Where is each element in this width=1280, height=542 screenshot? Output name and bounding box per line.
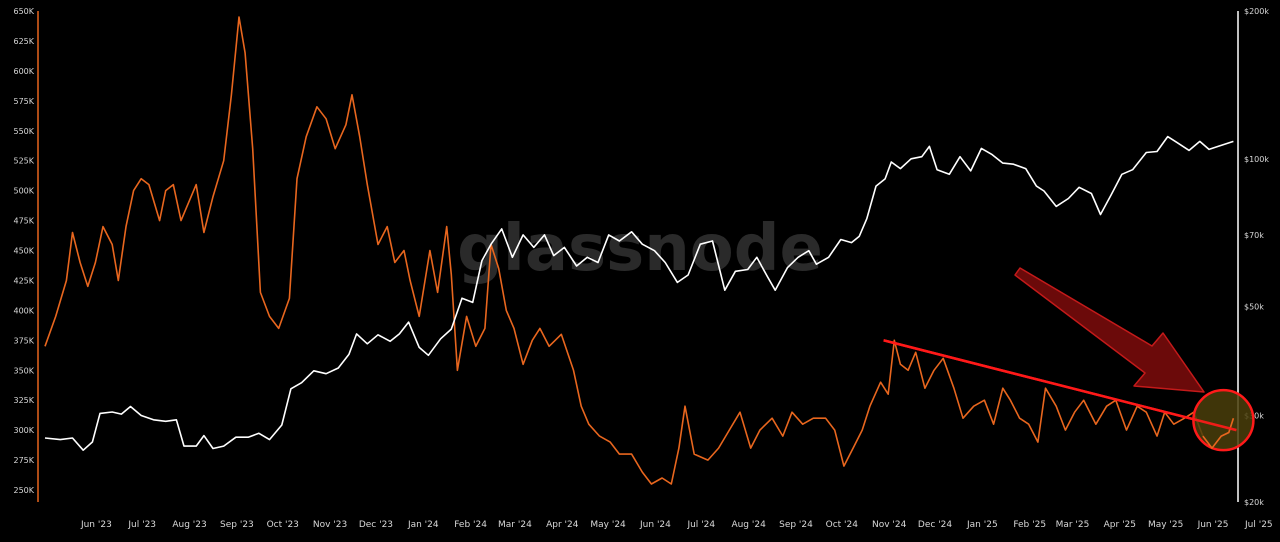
x-axis-tick-label: Mar '25 [1056,520,1090,530]
right-series-line [44,135,1234,451]
left-axis-tick-label: 275K [13,456,34,465]
left-axis-tick-label: 600K [13,67,34,76]
left-axis-tick-label: 650K [13,7,34,16]
right-axis-tick-label: $70k [1244,231,1264,240]
x-axis-tick-label: May '24 [590,520,626,530]
x-axis-tick-label: Aug '23 [172,520,206,530]
x-axis-tick-label: Dec '23 [359,520,393,530]
x-axis: Jun '23 Jul '23 Aug '23 Sep '23 Oct '23 Nov '… [80,520,1273,530]
x-axis-tick-label: Jul '25 [1244,520,1273,530]
x-axis-tick-label: Jun '25 [1197,520,1229,530]
x-axis-tick-label: Aug '24 [731,520,766,530]
x-axis-tick-label: Jul '24 [686,520,715,530]
left-axis-tick-label: 550K [13,127,34,136]
right-axis-tick-label: $100k [1244,155,1269,164]
x-axis-tick-label: Dec '24 [918,520,952,530]
x-axis-tick-label: Nov '23 [313,520,347,530]
left-axis-tick-label: 375K [13,336,34,345]
right-axis-tick-label: $20k [1244,498,1264,507]
x-axis-tick-label: Sep '23 [220,520,254,530]
series-group [44,16,1235,485]
x-axis-tick-label: Jul '23 [127,520,156,530]
x-axis-tick-label: Apr '25 [1104,520,1136,530]
left-axis-tick-label: 500K [13,187,34,196]
left-series-line [44,16,1235,485]
trend-line-overlay [883,339,1237,432]
left-axis-tick-label: 425K [13,276,34,285]
annotations [883,267,1255,452]
left-axis-tick-label: 525K [13,157,34,166]
x-axis-tick-label: Feb '25 [1013,520,1046,530]
x-axis-tick-label: Jan '24 [407,520,439,530]
x-axis-tick-label: Oct '24 [826,520,859,530]
left-axis-tick-label: 575K [13,97,34,106]
highlight-circle [1192,388,1255,452]
x-axis-tick-label: May '25 [1148,520,1183,530]
left-axis-tick-label: 300K [13,426,34,435]
left-axis-tick-label: 250K [13,486,34,495]
left-axis-tick-label: 350K [13,366,34,375]
x-axis-tick-label: Jun '23 [80,520,112,530]
x-axis-tick-label: Oct '23 [267,520,299,530]
x-axis-tick-label: Nov '24 [872,520,907,530]
x-axis-tick-label: Apr '24 [546,520,579,530]
down-arrow [1014,267,1205,393]
left-axis-tick-label: 400K [13,306,34,315]
x-axis-tick-label: Jun '24 [639,520,671,530]
left-axis-tick-label: 625K [13,37,34,46]
x-axis-tick-label: Feb '24 [454,520,487,530]
left-axis-tick-label: 450K [13,247,34,256]
right-axis-tick-label: $50k [1244,303,1264,312]
right-axis-tick-label: $200k [1244,7,1269,16]
left-axis-tick-label: 325K [13,396,34,405]
x-axis-tick-label: Mar '24 [498,520,532,530]
x-axis-tick-label: Jan '25 [966,520,998,530]
left-axis: 250K 275K 300K 325K 350K 375K 400K 425K 450K 475K… [13,7,39,502]
left-axis-tick-label: 475K [13,217,34,226]
watermark: glassnode [457,212,823,286]
x-axis-tick-label: Sep '24 [779,520,813,530]
